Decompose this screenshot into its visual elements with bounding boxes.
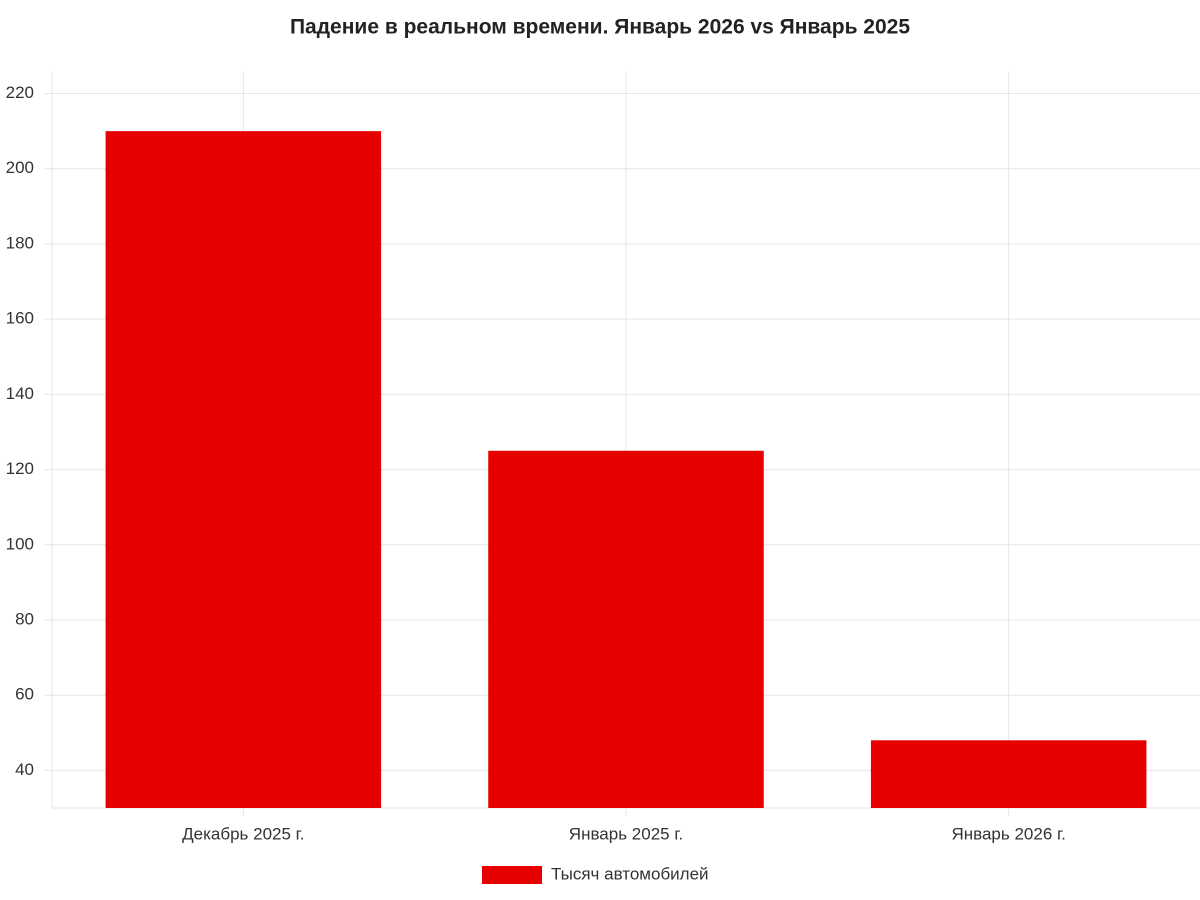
bar [870,740,1147,808]
x-tick-label: Декабрь 2025 г. [182,824,304,843]
bar [488,450,764,808]
y-tick-label: 120 [6,459,34,478]
y-tick-label: 160 [6,309,34,328]
y-tick-label: 200 [6,158,34,177]
chart-title: Падение в реальном времени. Январь 2026 … [290,16,910,39]
y-tick-label: 60 [15,685,34,704]
y-tick-label: 80 [15,609,34,628]
x-tick-label: Январь 2026 г. [951,824,1065,843]
y-tick-label: 220 [6,83,34,102]
legend-label: Тысяч автомобилей [551,864,709,883]
y-tick-label: 180 [6,233,34,252]
y-tick-label: 140 [6,384,34,403]
y-tick-label: 40 [15,760,34,779]
x-tick-label: Январь 2025 г. [569,824,683,843]
bar [105,131,382,808]
y-tick-label: 100 [6,534,34,553]
legend-swatch [482,866,542,884]
